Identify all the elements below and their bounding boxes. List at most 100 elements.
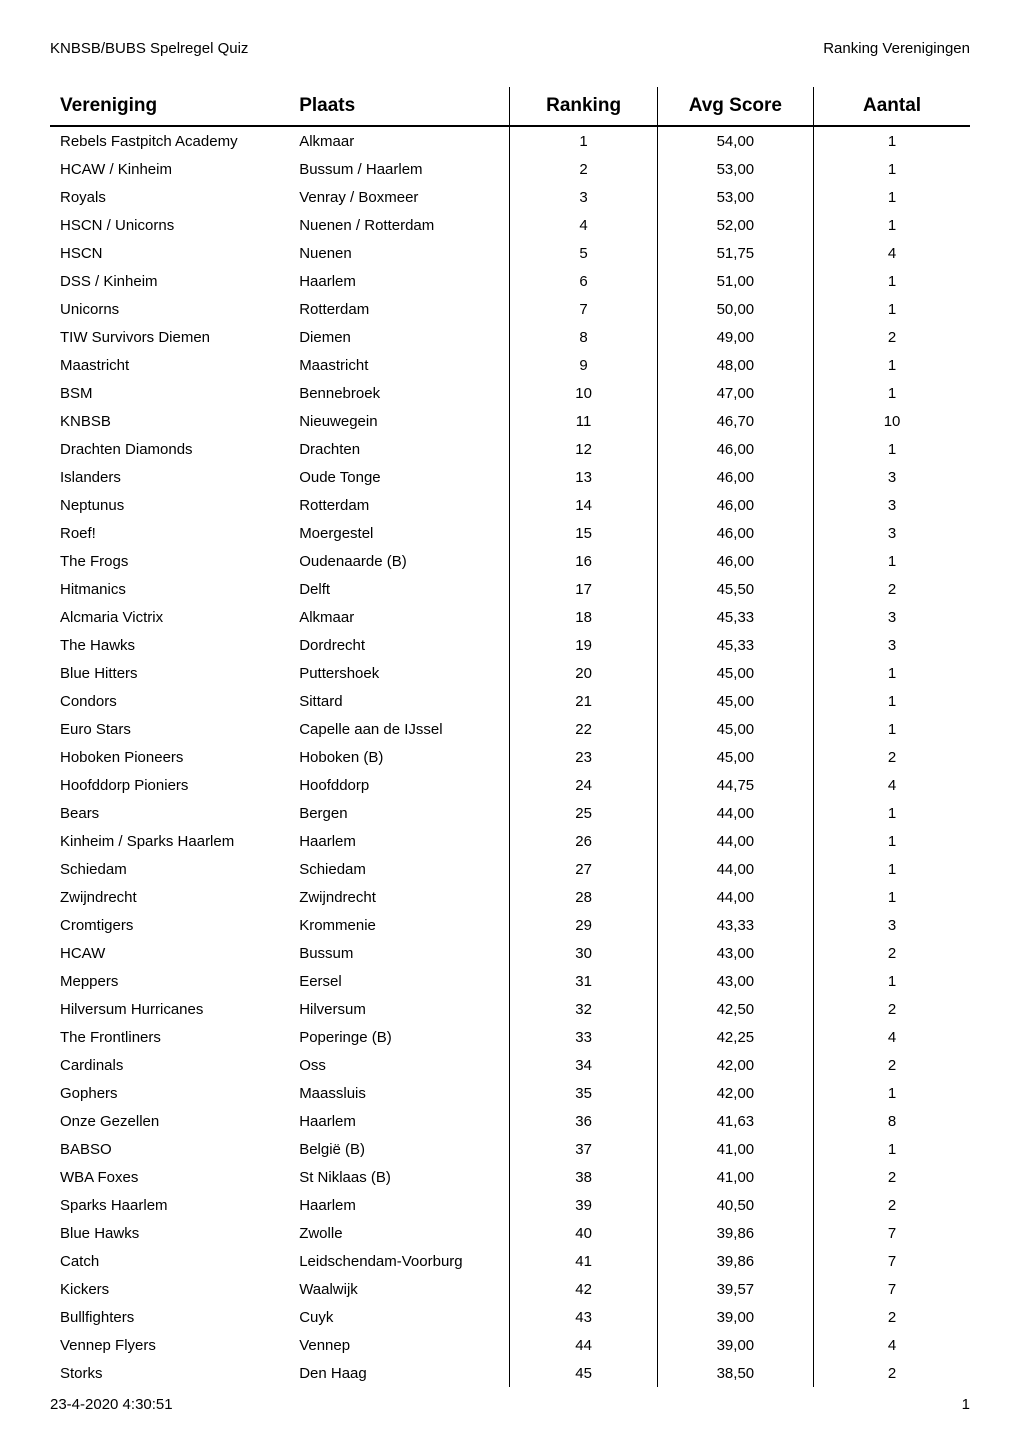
cell-vereniging: Onze Gezellen xyxy=(50,1107,289,1135)
cell-ranking: 1 xyxy=(510,126,657,155)
cell-ranking: 5 xyxy=(510,239,657,267)
cell-vereniging: WBA Foxes xyxy=(50,1163,289,1191)
table-row: Drachten DiamondsDrachten1246,001 xyxy=(50,435,970,463)
cell-plaats: Hilversum xyxy=(289,995,510,1023)
table-row: BearsBergen2544,001 xyxy=(50,799,970,827)
cell-aantal: 8 xyxy=(814,1107,970,1135)
cell-vereniging: Euro Stars xyxy=(50,715,289,743)
cell-plaats: Drachten xyxy=(289,435,510,463)
table-row: StorksDen Haag4538,502 xyxy=(50,1359,970,1387)
cell-aantal: 3 xyxy=(814,631,970,659)
table-row: Alcmaria VictrixAlkmaar1845,333 xyxy=(50,603,970,631)
cell-ranking: 38 xyxy=(510,1163,657,1191)
cell-ranking: 36 xyxy=(510,1107,657,1135)
cell-ranking: 4 xyxy=(510,211,657,239)
cell-plaats: Krommenie xyxy=(289,911,510,939)
cell-vereniging: The Frogs xyxy=(50,547,289,575)
cell-plaats: Bussum / Haarlem xyxy=(289,155,510,183)
cell-plaats: Bennebroek xyxy=(289,379,510,407)
table-row: WBA FoxesSt Niklaas (B)3841,002 xyxy=(50,1163,970,1191)
header-right: Ranking Verenigingen xyxy=(823,40,970,57)
table-row: NeptunusRotterdam1446,003 xyxy=(50,491,970,519)
cell-ranking: 33 xyxy=(510,1023,657,1051)
cell-plaats: Delft xyxy=(289,575,510,603)
cell-vereniging: Zwijndrecht xyxy=(50,883,289,911)
table-row: HSCN / UnicornsNuenen / Rotterdam452,001 xyxy=(50,211,970,239)
cell-avgscore: 41,00 xyxy=(657,1163,813,1191)
cell-vereniging: Bullfighters xyxy=(50,1303,289,1331)
header-left: KNBSB/BUBS Spelregel Quiz xyxy=(50,40,248,57)
cell-plaats: Alkmaar xyxy=(289,126,510,155)
cell-aantal: 7 xyxy=(814,1275,970,1303)
cell-plaats: Nieuwegein xyxy=(289,407,510,435)
cell-aantal: 1 xyxy=(814,547,970,575)
table-row: CromtigersKrommenie2943,333 xyxy=(50,911,970,939)
cell-ranking: 45 xyxy=(510,1359,657,1387)
cell-ranking: 2 xyxy=(510,155,657,183)
cell-ranking: 41 xyxy=(510,1247,657,1275)
column-header-avgscore: Avg Score xyxy=(657,87,813,126)
table-row: TIW Survivors DiemenDiemen849,002 xyxy=(50,323,970,351)
cell-plaats: Hoboken (B) xyxy=(289,743,510,771)
cell-plaats: Haarlem xyxy=(289,1191,510,1219)
table-row: Onze GezellenHaarlem3641,638 xyxy=(50,1107,970,1135)
table-row: CondorsSittard2145,001 xyxy=(50,687,970,715)
table-row: BSMBennebroek1047,001 xyxy=(50,379,970,407)
cell-avgscore: 45,00 xyxy=(657,687,813,715)
column-header-vereniging: Vereniging xyxy=(50,87,289,126)
cell-avgscore: 44,00 xyxy=(657,799,813,827)
cell-aantal: 4 xyxy=(814,771,970,799)
cell-ranking: 31 xyxy=(510,967,657,995)
cell-vereniging: TIW Survivors Diemen xyxy=(50,323,289,351)
cell-ranking: 8 xyxy=(510,323,657,351)
cell-plaats: Dordrecht xyxy=(289,631,510,659)
cell-plaats: Nuenen xyxy=(289,239,510,267)
cell-plaats: Oss xyxy=(289,1051,510,1079)
cell-plaats: Eersel xyxy=(289,967,510,995)
table-row: RoyalsVenray / Boxmeer353,001 xyxy=(50,183,970,211)
cell-avgscore: 43,00 xyxy=(657,939,813,967)
cell-ranking: 12 xyxy=(510,435,657,463)
cell-vereniging: Blue Hitters xyxy=(50,659,289,687)
cell-avgscore: 39,00 xyxy=(657,1331,813,1359)
cell-aantal: 7 xyxy=(814,1219,970,1247)
cell-aantal: 3 xyxy=(814,463,970,491)
cell-vereniging: Cardinals xyxy=(50,1051,289,1079)
cell-plaats: Hoofddorp xyxy=(289,771,510,799)
cell-avgscore: 44,00 xyxy=(657,827,813,855)
cell-plaats: Schiedam xyxy=(289,855,510,883)
cell-avgscore: 51,00 xyxy=(657,267,813,295)
cell-ranking: 39 xyxy=(510,1191,657,1219)
cell-aantal: 3 xyxy=(814,491,970,519)
cell-vereniging: Kickers xyxy=(50,1275,289,1303)
table-header-row: Vereniging Plaats Ranking Avg Score Aant… xyxy=(50,87,970,126)
cell-plaats: Leidschendam-Voorburg xyxy=(289,1247,510,1275)
cell-aantal: 2 xyxy=(814,323,970,351)
column-header-aantal: Aantal xyxy=(814,87,970,126)
cell-avgscore: 46,00 xyxy=(657,519,813,547)
cell-aantal: 1 xyxy=(814,435,970,463)
table-body: Rebels Fastpitch AcademyAlkmaar154,001HC… xyxy=(50,126,970,1387)
cell-ranking: 30 xyxy=(510,939,657,967)
table-row: KNBSBNieuwegein1146,7010 xyxy=(50,407,970,435)
cell-ranking: 28 xyxy=(510,883,657,911)
cell-avgscore: 38,50 xyxy=(657,1359,813,1387)
cell-ranking: 13 xyxy=(510,463,657,491)
cell-aantal: 2 xyxy=(814,743,970,771)
table-row: BullfightersCuyk4339,002 xyxy=(50,1303,970,1331)
table-row: KickersWaalwijk4239,577 xyxy=(50,1275,970,1303)
cell-avgscore: 49,00 xyxy=(657,323,813,351)
cell-vereniging: Cromtigers xyxy=(50,911,289,939)
cell-avgscore: 46,70 xyxy=(657,407,813,435)
cell-avgscore: 45,00 xyxy=(657,659,813,687)
cell-plaats: Poperinge (B) xyxy=(289,1023,510,1051)
cell-plaats: Bussum xyxy=(289,939,510,967)
table-row: GophersMaassluis3542,001 xyxy=(50,1079,970,1107)
cell-plaats: Diemen xyxy=(289,323,510,351)
cell-plaats: Zwijndrecht xyxy=(289,883,510,911)
cell-aantal: 4 xyxy=(814,1023,970,1051)
cell-vereniging: BABSO xyxy=(50,1135,289,1163)
footer-timestamp: 23-4-2020 4:30:51 xyxy=(50,1396,173,1413)
cell-plaats: Maassluis xyxy=(289,1079,510,1107)
cell-vereniging: Meppers xyxy=(50,967,289,995)
